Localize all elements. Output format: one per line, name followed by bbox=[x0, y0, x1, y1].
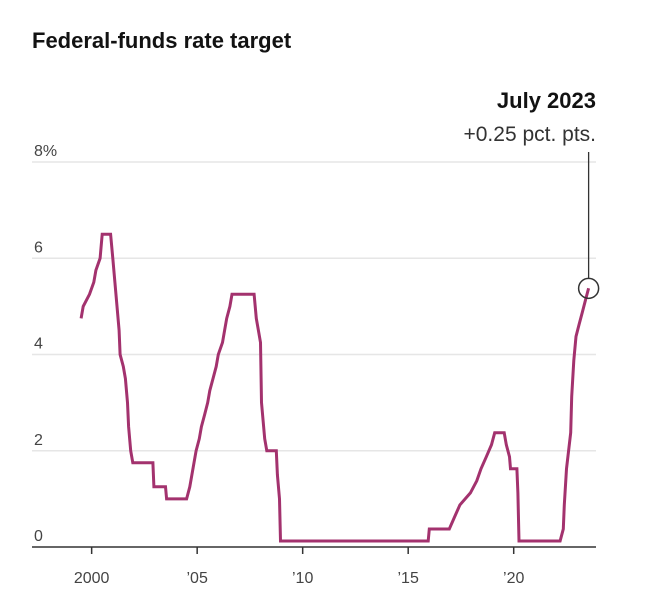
annotation-title: July 2023 bbox=[497, 88, 596, 113]
annotation-marker bbox=[577, 277, 600, 300]
x-axis: 2000 ’05 ’10 ’15 ’20 bbox=[32, 546, 596, 587]
rate-series-line bbox=[79, 232, 591, 543]
y-tick-label: 0 bbox=[34, 528, 43, 545]
y-tick-label: 6 bbox=[34, 239, 43, 256]
y-axis-ticks: 0 2 4 6 8% bbox=[34, 143, 57, 545]
y-tick-label: 2 bbox=[34, 432, 43, 449]
gridlines bbox=[32, 161, 596, 452]
chart-title: Federal-funds rate target bbox=[32, 28, 292, 53]
y-tick-label: 8% bbox=[34, 143, 57, 160]
annotation-text: +0.25 pct. pts. bbox=[463, 123, 596, 146]
x-tick-label: ’20 bbox=[503, 570, 524, 587]
x-tick-label: ’15 bbox=[398, 570, 419, 587]
x-tick-label: 2000 bbox=[74, 570, 110, 587]
y-tick-label: 4 bbox=[34, 336, 43, 353]
x-tick-label: ’10 bbox=[292, 570, 313, 587]
annotation: July 2023 +0.25 pct. pts. bbox=[463, 88, 600, 300]
x-tick-label: ’05 bbox=[186, 570, 207, 587]
